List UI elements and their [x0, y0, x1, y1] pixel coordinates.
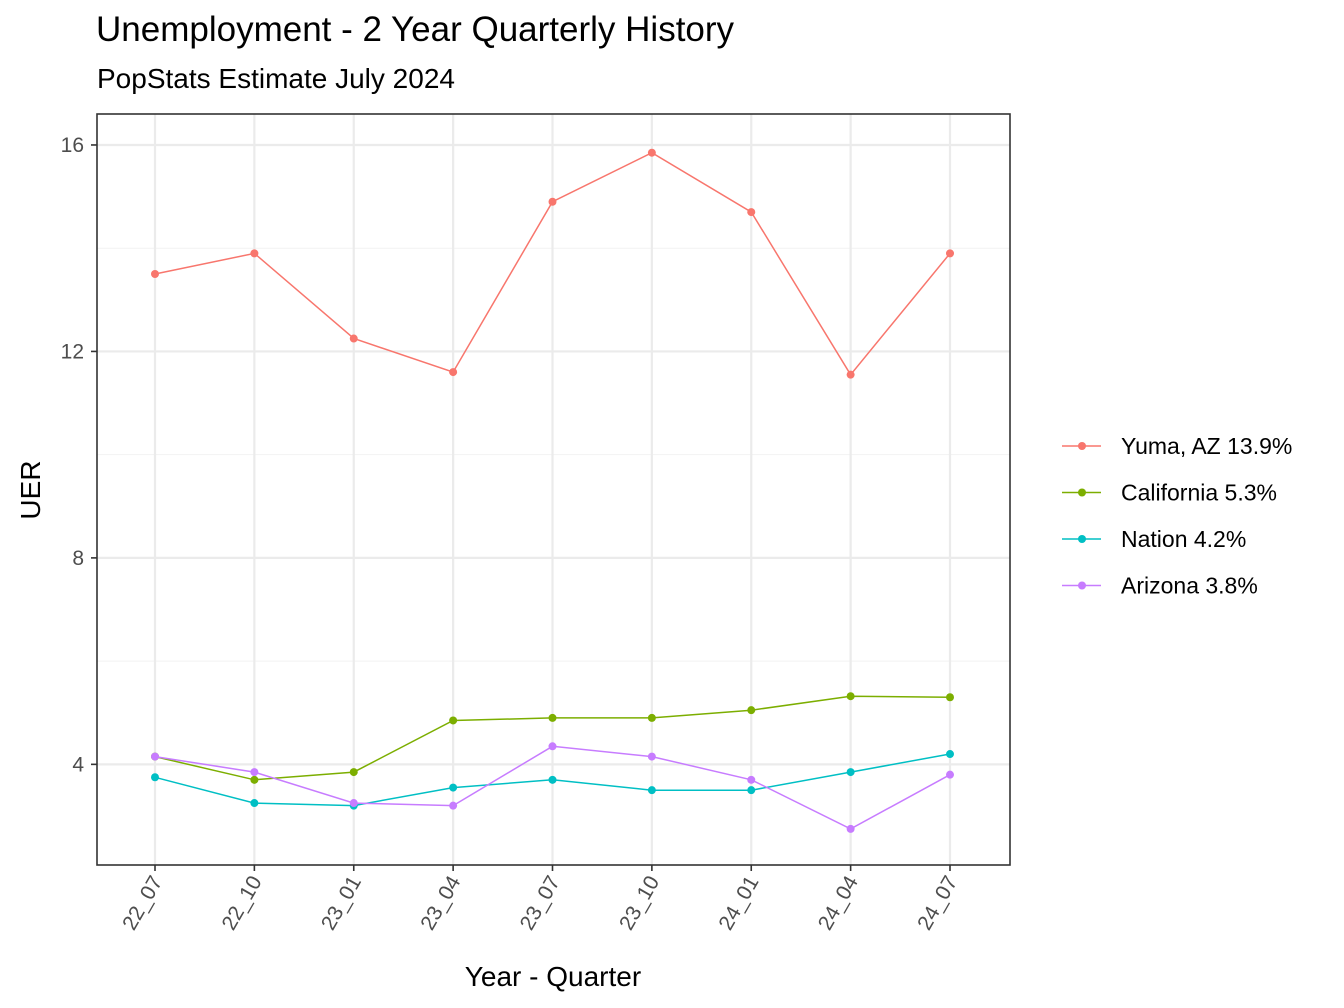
data-point	[647, 148, 656, 157]
x-tick-label: 23_10	[615, 872, 664, 934]
data-point	[548, 742, 557, 751]
data-point	[151, 270, 159, 279]
data-point	[747, 208, 756, 217]
data-point	[946, 693, 954, 702]
data-point	[349, 334, 358, 343]
x-tick-label: 24_01	[714, 872, 763, 934]
series-layer	[151, 148, 954, 833]
grid-lines	[97, 114, 1010, 865]
x-tick-label: 23_01	[317, 872, 366, 934]
legend-label: California 5.3%	[1121, 480, 1277, 506]
data-point	[349, 768, 358, 777]
chart-title: Unemployment - 2 Year Quarterly History	[96, 10, 735, 49]
y-axis-title: UER	[15, 460, 46, 519]
data-point	[647, 786, 656, 795]
data-point	[747, 775, 756, 784]
y-axis: 4 8 12 16	[61, 134, 97, 776]
data-point	[946, 249, 954, 258]
y-tick-label: 12	[61, 340, 84, 363]
legend-key-point	[1078, 488, 1086, 497]
data-point	[747, 786, 756, 795]
legend-label: Nation 4.2%	[1121, 526, 1246, 552]
y-tick-label: 8	[72, 547, 84, 570]
data-point	[250, 799, 259, 808]
chart-subtitle: PopStats Estimate July 2024	[97, 63, 455, 94]
data-point	[946, 750, 954, 759]
data-point	[449, 716, 458, 725]
data-point	[449, 783, 458, 792]
x-tick-label: 24_04	[814, 872, 863, 934]
data-point	[250, 775, 259, 784]
legend-label: Yuma, AZ 13.9%	[1121, 433, 1292, 459]
legend-key-point	[1078, 535, 1086, 543]
x-tick-label: 23_07	[516, 872, 565, 934]
data-point	[151, 752, 159, 761]
data-point	[946, 770, 954, 779]
data-point	[846, 768, 855, 777]
y-tick-label: 4	[72, 753, 84, 776]
data-point	[548, 775, 557, 784]
x-axis-title: Year - Quarter	[465, 961, 641, 992]
x-axis: 22_07 22_10 23_01 23_04 23_07 23_10 24_01 24_04…	[118, 865, 962, 934]
data-point	[250, 768, 259, 777]
data-point	[846, 370, 855, 379]
x-tick-label: 23_04	[416, 872, 465, 934]
x-tick-label: 22_10	[218, 872, 267, 934]
plot-border	[96, 113, 1011, 866]
data-point	[449, 801, 458, 810]
data-point	[647, 713, 656, 722]
data-point	[548, 197, 557, 206]
data-point	[349, 799, 358, 808]
data-point	[846, 692, 855, 701]
data-point	[250, 249, 259, 258]
data-point	[647, 752, 656, 761]
data-point	[747, 706, 756, 715]
x-tick-label: 24_07	[913, 872, 962, 934]
data-point	[548, 713, 557, 722]
x-tick-label: 22_07	[118, 872, 167, 934]
y-tick-label: 16	[61, 134, 84, 157]
data-point	[846, 824, 855, 833]
data-point	[449, 368, 458, 377]
data-point	[151, 773, 159, 782]
legend-label: Arizona 3.8%	[1121, 573, 1258, 599]
legend-key-point	[1078, 442, 1086, 450]
legend-key-point	[1078, 581, 1086, 590]
legend: Yuma, AZ 13.9% California 5.3% Nation 4.2%…	[1062, 433, 1292, 599]
